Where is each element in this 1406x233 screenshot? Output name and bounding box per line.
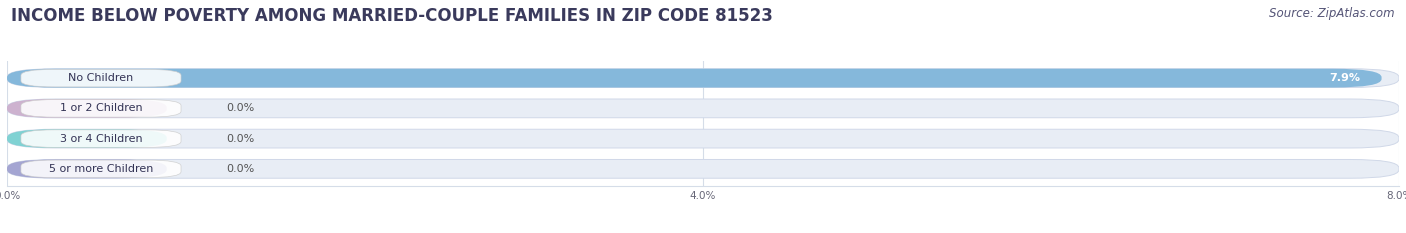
FancyBboxPatch shape bbox=[21, 160, 181, 178]
FancyBboxPatch shape bbox=[7, 69, 1382, 88]
Text: INCOME BELOW POVERTY AMONG MARRIED-COUPLE FAMILIES IN ZIP CODE 81523: INCOME BELOW POVERTY AMONG MARRIED-COUPL… bbox=[11, 7, 773, 25]
FancyBboxPatch shape bbox=[21, 99, 181, 117]
FancyBboxPatch shape bbox=[7, 129, 167, 148]
FancyBboxPatch shape bbox=[7, 99, 1399, 118]
Text: 3 or 4 Children: 3 or 4 Children bbox=[59, 134, 142, 144]
FancyBboxPatch shape bbox=[21, 130, 181, 147]
Text: 1 or 2 Children: 1 or 2 Children bbox=[59, 103, 142, 113]
Text: 0.0%: 0.0% bbox=[226, 103, 254, 113]
FancyBboxPatch shape bbox=[7, 69, 1399, 88]
Text: Source: ZipAtlas.com: Source: ZipAtlas.com bbox=[1270, 7, 1395, 20]
FancyBboxPatch shape bbox=[7, 99, 167, 118]
Text: No Children: No Children bbox=[69, 73, 134, 83]
Text: 7.9%: 7.9% bbox=[1330, 73, 1361, 83]
FancyBboxPatch shape bbox=[7, 159, 1399, 178]
FancyBboxPatch shape bbox=[7, 159, 167, 178]
Text: 0.0%: 0.0% bbox=[226, 164, 254, 174]
Text: 5 or more Children: 5 or more Children bbox=[49, 164, 153, 174]
FancyBboxPatch shape bbox=[21, 69, 181, 87]
Text: 0.0%: 0.0% bbox=[226, 134, 254, 144]
FancyBboxPatch shape bbox=[7, 129, 1399, 148]
